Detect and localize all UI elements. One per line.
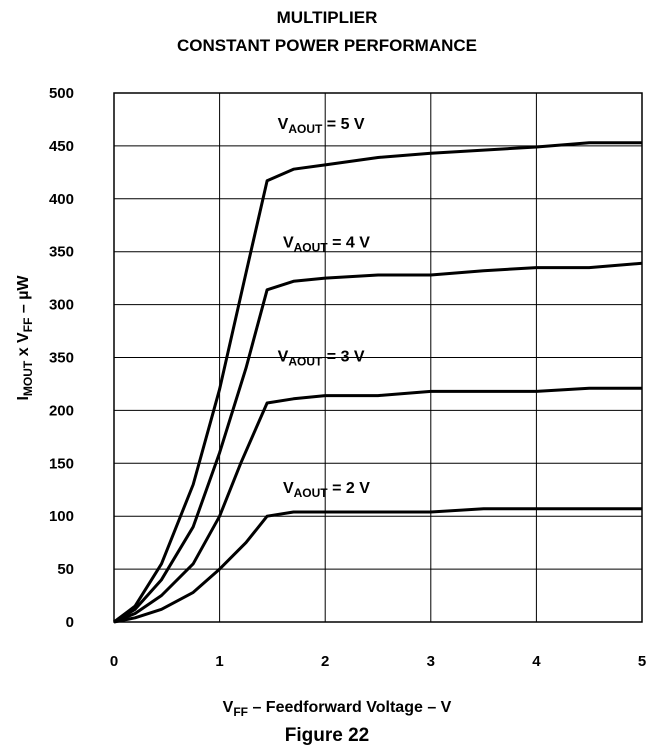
- series-line-3: [113, 386, 642, 624]
- y-tick-label: 50: [57, 561, 74, 578]
- series-line-4: [113, 507, 642, 624]
- y-tick-label: 350: [49, 244, 74, 261]
- series-labels: VAOUT = 5 V VAOUT = 4 V VAOUT = 3 V VAOUT =…: [278, 116, 371, 500]
- series-label-1: VAOUT = 5 V: [278, 116, 365, 136]
- y-tick-label: 200: [49, 402, 74, 419]
- x-tick-label: 0: [110, 653, 118, 670]
- y-axis-label: IMOUT x VFF – µW: [15, 275, 35, 401]
- x-tick-label: 5: [638, 653, 646, 670]
- y-tick-label: 300: [49, 297, 74, 314]
- chart-title-line-1: MULTIPLIER: [277, 8, 378, 27]
- chart-title: MULTIPLIER CONSTANT POWER PERFORMANCE: [177, 8, 477, 55]
- y-tick-label: 400: [49, 191, 74, 208]
- x-axis-label: VFF – Feedforward Voltage – V: [223, 699, 452, 719]
- y-tick-label: 450: [49, 138, 74, 155]
- chart-title-line-2: CONSTANT POWER PERFORMANCE: [177, 36, 477, 55]
- y-tick-label: 100: [49, 508, 74, 525]
- figure-caption: Figure 22: [285, 725, 369, 746]
- x-tick-label: 4: [532, 653, 541, 670]
- y-tick-label: 0: [66, 614, 74, 631]
- series-lines: [113, 141, 643, 624]
- y-tick-labels: 0 50 100 150 200 350 300 350 400 450 500: [49, 85, 74, 631]
- x-tick-labels: 0 1 2 3 4 5: [110, 653, 646, 670]
- series-label-3: VAOUT = 3 V: [278, 349, 365, 369]
- x-tick-label: 2: [321, 653, 329, 670]
- series-label-4: VAOUT = 2 V: [283, 480, 370, 500]
- y-tick-label: 350: [49, 350, 74, 367]
- grid: [114, 93, 642, 622]
- series-line-2: [113, 261, 643, 624]
- series-line-1: [113, 141, 642, 624]
- x-tick-label: 1: [215, 653, 223, 670]
- y-tick-label: 150: [49, 455, 74, 472]
- y-tick-label: 500: [49, 85, 74, 102]
- plot-frame: [113, 92, 643, 623]
- series-label-2: VAOUT = 4 V: [283, 234, 370, 254]
- x-tick-label: 3: [427, 653, 435, 670]
